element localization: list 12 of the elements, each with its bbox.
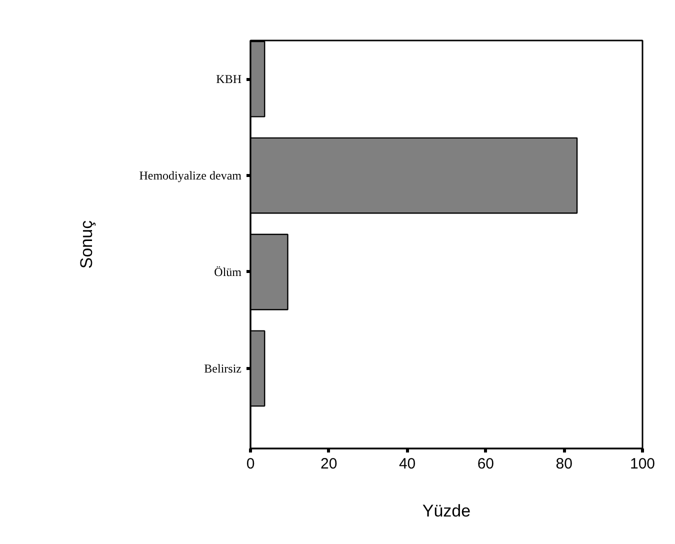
y-axis-title: Sonuç [77, 220, 96, 269]
y-tick-label: KBH [216, 72, 242, 86]
y-tick-label: Belirsiz [204, 361, 242, 376]
x-tick-label: 60 [477, 456, 494, 472]
x-tick-label: 80 [556, 456, 572, 472]
x-axis-title: Yüzde [422, 502, 471, 520]
x-tick-label: 20 [320, 456, 338, 472]
x-tick-label: 0 [246, 456, 255, 472]
y-tick-label: Hemodiyalize devam [139, 168, 242, 183]
x-tick-label: 100 [630, 456, 656, 472]
y-tick-label: Ölüm [214, 264, 242, 279]
x-tick-label: 40 [398, 456, 416, 472]
